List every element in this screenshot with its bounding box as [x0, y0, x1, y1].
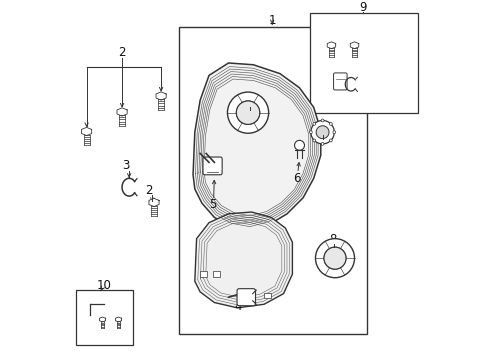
- Polygon shape: [326, 42, 335, 49]
- Circle shape: [321, 143, 324, 145]
- Circle shape: [328, 42, 334, 48]
- FancyBboxPatch shape: [333, 73, 346, 90]
- Bar: [200, 271, 207, 277]
- Polygon shape: [117, 108, 127, 116]
- Text: 3: 3: [122, 159, 129, 172]
- Text: 9: 9: [359, 1, 366, 14]
- Circle shape: [294, 140, 304, 150]
- Polygon shape: [156, 92, 166, 100]
- Circle shape: [310, 121, 334, 144]
- Polygon shape: [149, 198, 159, 207]
- Circle shape: [329, 122, 331, 125]
- Circle shape: [315, 239, 354, 278]
- Text: 2: 2: [144, 184, 152, 197]
- Text: 2: 2: [118, 46, 125, 59]
- Circle shape: [332, 131, 335, 134]
- Text: 6: 6: [292, 172, 300, 185]
- Polygon shape: [99, 317, 105, 322]
- Polygon shape: [349, 42, 358, 49]
- Text: 1: 1: [268, 14, 275, 27]
- FancyBboxPatch shape: [203, 157, 222, 175]
- Text: 8: 8: [249, 96, 256, 109]
- Text: 7: 7: [320, 125, 327, 138]
- Circle shape: [321, 119, 324, 122]
- Polygon shape: [115, 317, 122, 322]
- Bar: [212, 271, 219, 277]
- Bar: [309, 13, 418, 113]
- Text: 4: 4: [234, 300, 242, 313]
- Circle shape: [227, 92, 268, 133]
- Bar: [179, 27, 366, 334]
- Circle shape: [329, 139, 331, 142]
- Text: 8: 8: [328, 233, 336, 246]
- Circle shape: [324, 247, 346, 269]
- Circle shape: [315, 126, 328, 139]
- Polygon shape: [194, 212, 292, 308]
- Circle shape: [116, 318, 121, 321]
- Circle shape: [150, 199, 157, 206]
- Circle shape: [236, 101, 259, 124]
- Text: 10: 10: [96, 279, 111, 292]
- Circle shape: [101, 318, 104, 321]
- Circle shape: [119, 109, 125, 116]
- Circle shape: [324, 247, 346, 269]
- Bar: [264, 293, 270, 298]
- Polygon shape: [193, 63, 320, 230]
- Circle shape: [236, 101, 259, 124]
- Circle shape: [309, 131, 312, 134]
- Circle shape: [157, 93, 164, 100]
- Circle shape: [312, 139, 315, 142]
- Circle shape: [351, 42, 357, 48]
- Polygon shape: [81, 127, 91, 136]
- FancyBboxPatch shape: [237, 289, 255, 306]
- Bar: [76, 290, 132, 345]
- Text: 5: 5: [208, 198, 216, 211]
- Circle shape: [312, 122, 315, 125]
- Circle shape: [83, 128, 90, 135]
